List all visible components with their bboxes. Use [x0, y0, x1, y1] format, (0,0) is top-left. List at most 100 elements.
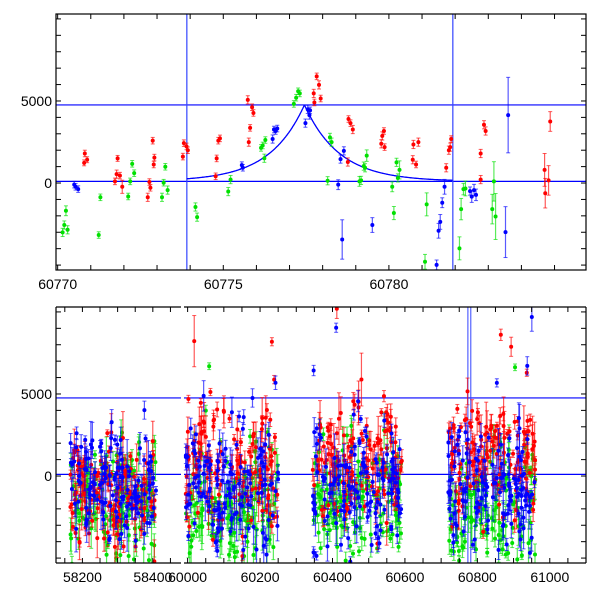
data-point — [150, 542, 154, 546]
data-point — [484, 425, 488, 429]
data-point — [232, 437, 236, 441]
data-point — [83, 151, 87, 155]
data-point — [363, 166, 367, 170]
data-point — [339, 157, 343, 161]
data-point — [312, 483, 316, 487]
data-point — [196, 511, 200, 515]
data-point — [326, 179, 330, 183]
data-point — [469, 515, 473, 519]
data-point — [543, 191, 547, 195]
data-point — [330, 140, 334, 144]
data-point — [466, 389, 470, 393]
data-point — [510, 541, 514, 545]
data-point — [269, 454, 273, 458]
data-point — [360, 536, 364, 540]
data-point — [463, 540, 467, 544]
data-point — [193, 205, 197, 209]
data-point — [482, 123, 486, 127]
data-point — [199, 432, 203, 436]
data-point — [319, 97, 323, 101]
data-point — [251, 553, 255, 557]
data-point — [365, 487, 369, 491]
data-point — [254, 486, 258, 490]
data-point — [463, 186, 467, 190]
data-point — [315, 74, 319, 78]
y-tick-label: 5000 — [21, 386, 52, 402]
data-point — [443, 185, 447, 189]
data-point — [509, 345, 513, 349]
data-point — [260, 427, 264, 431]
data-point — [262, 156, 266, 160]
data-point — [132, 171, 136, 175]
data-point — [181, 155, 185, 159]
data-point — [449, 549, 453, 553]
data-point — [499, 333, 503, 337]
data-point — [215, 156, 219, 160]
data-point — [106, 530, 110, 534]
data-point — [383, 145, 387, 149]
data-point — [394, 425, 398, 429]
data-point — [476, 410, 480, 414]
data-point — [382, 129, 386, 133]
data-point — [98, 195, 102, 199]
data-point — [270, 524, 274, 528]
data-point — [142, 477, 146, 481]
data-point — [543, 168, 547, 172]
data-point — [348, 121, 352, 125]
data-point — [383, 429, 387, 433]
data-point — [269, 462, 273, 466]
data-point — [122, 544, 126, 548]
plot-area — [56, 307, 586, 566]
data-point — [275, 127, 279, 131]
data-point — [326, 503, 330, 507]
data-point — [268, 418, 272, 422]
data-point — [62, 223, 66, 227]
data-point — [359, 178, 363, 182]
data-point — [494, 215, 498, 219]
data-point — [186, 148, 190, 152]
data-point — [447, 539, 451, 543]
data-point — [130, 162, 134, 166]
data-point — [265, 408, 269, 412]
data-point — [147, 558, 151, 562]
data-point — [132, 469, 136, 473]
data-point — [340, 237, 344, 241]
data-point — [392, 211, 396, 215]
data-point — [163, 165, 167, 169]
data-point — [390, 185, 394, 189]
data-point — [249, 518, 253, 522]
data-point — [397, 545, 401, 549]
data-point — [195, 215, 199, 219]
data-point — [247, 140, 251, 144]
data-point — [246, 98, 250, 102]
data-point — [261, 143, 265, 147]
data-point — [488, 427, 492, 431]
data-point — [273, 451, 277, 455]
data-point — [250, 105, 254, 109]
data-point — [342, 433, 346, 437]
data-point — [152, 162, 156, 166]
data-point — [127, 554, 131, 558]
data-point — [146, 195, 150, 199]
data-point — [492, 179, 496, 183]
data-point — [142, 518, 146, 522]
data-point — [186, 397, 190, 401]
data-point — [186, 430, 190, 434]
x-tick-label: 60775 — [204, 276, 243, 292]
data-point — [414, 162, 418, 166]
data-point — [533, 468, 537, 472]
data-point — [396, 176, 400, 180]
data-point — [317, 83, 321, 87]
data-point — [77, 519, 81, 523]
data-point — [147, 180, 151, 184]
data-point — [192, 339, 196, 343]
data-point — [135, 458, 139, 462]
data-point — [455, 407, 459, 411]
data-point — [448, 145, 452, 149]
data-point — [97, 233, 101, 237]
data-point — [232, 531, 236, 535]
y-tick-label: 0 — [44, 468, 52, 484]
data-point — [351, 128, 355, 132]
data-point — [328, 511, 332, 515]
